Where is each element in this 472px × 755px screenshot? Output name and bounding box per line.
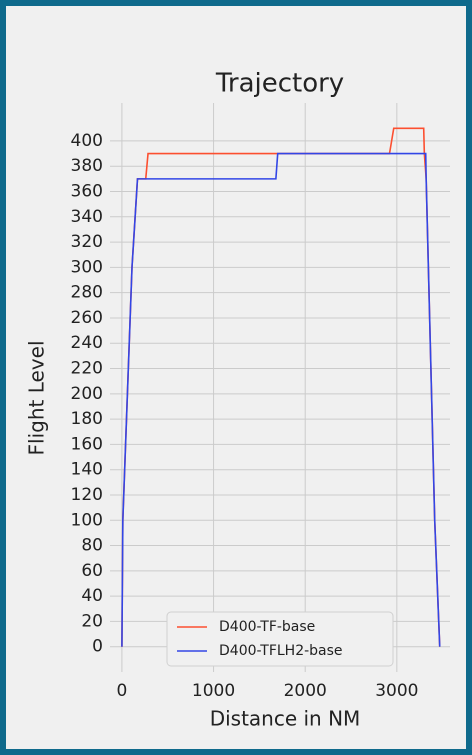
y-tick-label: 240 <box>71 333 103 353</box>
series-line <box>121 127 441 647</box>
y-tick-label: 60 <box>81 561 103 581</box>
y-tick-label: 220 <box>71 359 103 379</box>
y-tick-label: 100 <box>71 510 103 530</box>
legend: D400-TF-base D400-TFLH2-base <box>166 611 394 667</box>
y-tick-label: 380 <box>71 156 103 176</box>
x-axis-label: Distance in NM <box>210 707 361 731</box>
x-tick-label: 1000 <box>192 681 235 701</box>
y-tick-label: 400 <box>71 131 103 151</box>
x-tick-label: 0 <box>116 681 127 701</box>
y-tick-label: 160 <box>71 434 103 454</box>
legend-label: D400-TF-base <box>219 619 315 635</box>
series-line <box>121 152 441 647</box>
legend-box <box>166 611 394 667</box>
y-tick-label: 300 <box>71 257 103 277</box>
y-tick-label: 0 <box>92 637 103 657</box>
y-tick-label: 360 <box>71 182 103 202</box>
y-tick-label: 80 <box>81 536 103 556</box>
y-tick-label: 340 <box>71 207 103 227</box>
y-tick-label: 40 <box>81 586 103 606</box>
y-tick-label: 20 <box>81 611 103 631</box>
y-tick-label: 180 <box>71 409 103 429</box>
chart-title: Trajectory <box>215 69 344 99</box>
y-tick-label: 320 <box>71 232 103 252</box>
y-axis-label: Flight Level <box>25 341 49 456</box>
y-tick-label: 140 <box>71 460 103 480</box>
x-tick-label: 2000 <box>284 681 327 701</box>
y-tick-label: 280 <box>71 283 103 303</box>
y-tick-label: 120 <box>71 485 103 505</box>
legend-label: D400-TFLH2-base <box>219 643 343 659</box>
y-tick-label: 260 <box>71 308 103 328</box>
x-tick-label: 3000 <box>375 681 418 701</box>
y-tick-label: 200 <box>71 384 103 404</box>
